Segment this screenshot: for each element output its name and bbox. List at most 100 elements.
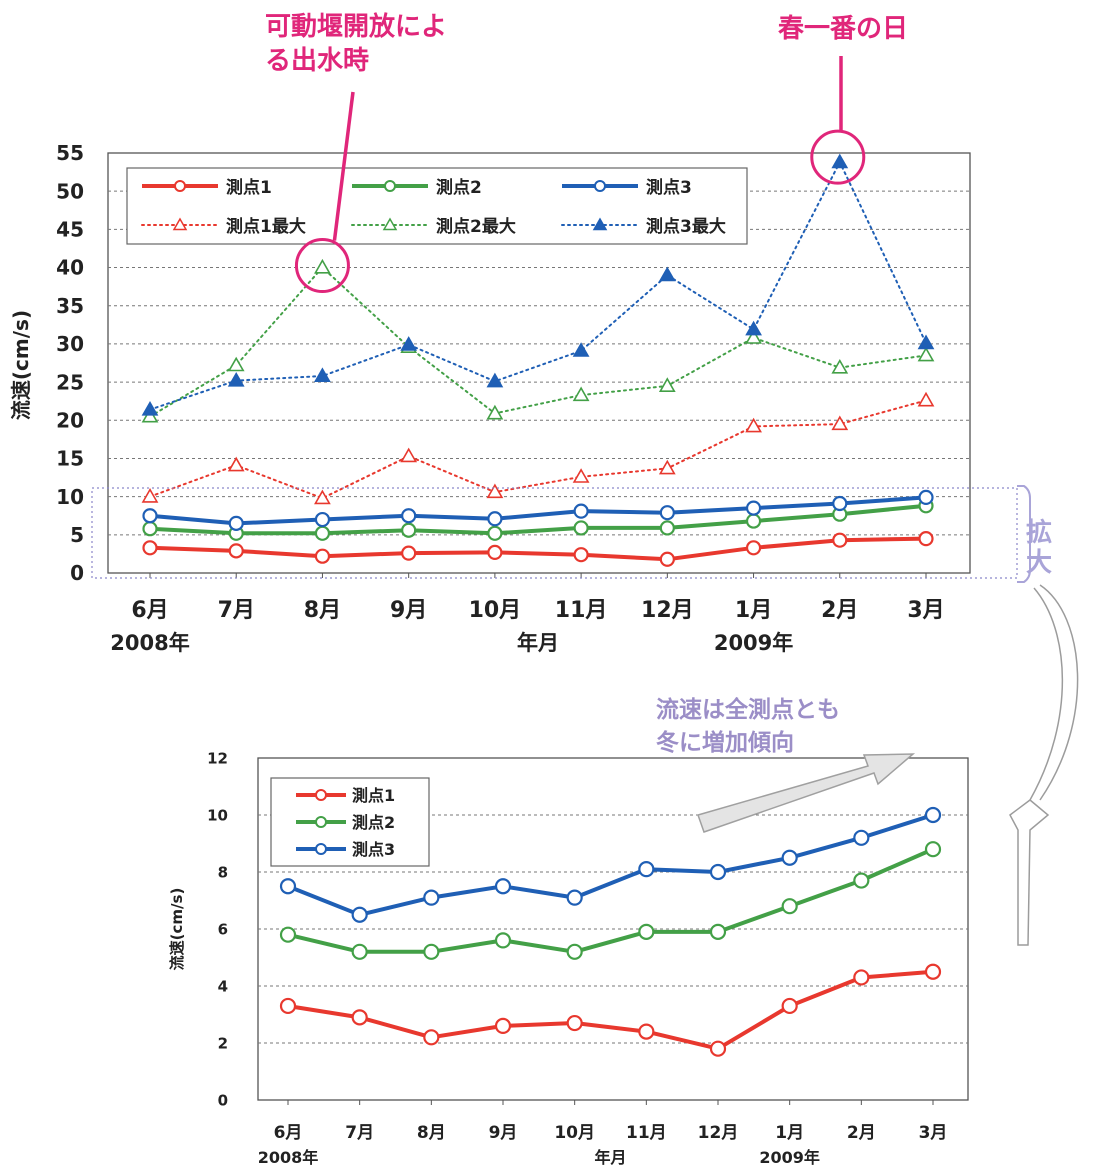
data-point-s2 [494, 932, 512, 949]
data-point-m2 [572, 386, 590, 402]
weir-release-annotation: 可動堰開放によ る出水時 [265, 10, 447, 78]
data-point-s2 [401, 522, 417, 538]
data-point-s2 [853, 872, 870, 889]
data-point-s1 [314, 548, 331, 564]
x-tick-label: 12月 [698, 1123, 739, 1143]
x-axis-label: 年月 [594, 1148, 626, 1167]
data-point-s1 [401, 545, 417, 561]
data-point-m2 [831, 358, 849, 374]
legend-label-m1: 測点1最大 [226, 216, 306, 237]
data-point-s3 [781, 849, 798, 866]
y-tick-label: 5 [70, 523, 84, 547]
x-tick-label: 9月 [489, 1123, 518, 1143]
data-point-s3 [401, 508, 417, 524]
legend-marker-m3 [592, 217, 608, 231]
legend-label-s3: 測点3 [646, 177, 692, 198]
data-point-s2 [781, 898, 798, 915]
data-point-m1 [745, 417, 762, 433]
y-tick-label: 12 [207, 749, 228, 767]
data-point-s2 [745, 513, 762, 529]
trend-line-2: 冬に増加傾向 [656, 730, 794, 756]
legend-label-s1: 測点1 [352, 786, 395, 805]
data-point-s3 [573, 503, 589, 519]
x-tick-label: 11月 [626, 1123, 667, 1143]
data-point-s3 [709, 863, 727, 881]
y-tick-label: 10 [56, 485, 84, 509]
data-point-m2 [227, 356, 245, 372]
x-tick-label: 6月 [131, 598, 168, 623]
data-point-s3 [918, 489, 934, 505]
series-line-s3 [287, 813, 934, 917]
data-point-s3 [279, 878, 297, 895]
data-point-s1 [487, 544, 503, 560]
data-point-m2 [745, 329, 762, 344]
x-tick-label: 7月 [218, 598, 255, 623]
series-s3 [279, 806, 942, 923]
x-axis-label: 年月 [517, 631, 559, 655]
data-point-s2 [638, 923, 655, 940]
y-tick-label: 0 [218, 1091, 228, 1109]
data-point-s1 [853, 969, 870, 986]
zoom-label-1: 拡 [1025, 518, 1052, 548]
year-label: 2009年 [759, 1148, 820, 1167]
trend-arrow-shape [697, 753, 916, 833]
data-point-m2 [141, 407, 159, 423]
legend-marker-s2 [315, 816, 327, 828]
data-point-s2 [314, 525, 331, 541]
x-tick-label: 1月 [775, 1123, 804, 1143]
data-point-m1 [486, 483, 504, 499]
legend-label-s1: 測点1 [226, 177, 272, 198]
data-point-s1 [745, 540, 762, 556]
x-tick-label: 11月 [555, 598, 608, 623]
y-tick-label: 30 [56, 332, 84, 356]
data-point-m3 [745, 320, 762, 336]
data-point-s1 [638, 1023, 655, 1040]
data-point-m1 [658, 459, 676, 475]
x-tick-label: 7月 [345, 1123, 374, 1143]
data-point-s1 [709, 1040, 727, 1057]
data-point-m1 [227, 456, 245, 472]
data-point-m3 [227, 371, 245, 387]
legend-label-m3: 測点3最大 [646, 216, 726, 237]
legend-marker-s1 [315, 789, 327, 801]
data-point-s3 [659, 505, 675, 521]
x-tick-label: 10月 [469, 598, 522, 623]
zoom-box [91, 487, 1018, 579]
series-m1 [141, 391, 935, 505]
y-tick-label: 50 [56, 179, 84, 203]
data-point-s3 [853, 829, 870, 846]
legend-label-s3: 測点3 [352, 840, 395, 859]
y-tick-label: 8 [218, 863, 228, 881]
legend-label-s2: 測点2 [352, 813, 395, 832]
series-s3 [142, 489, 934, 531]
data-point-s1 [351, 1009, 368, 1026]
weir-release-line-1: 可動堰開放によ [265, 12, 448, 42]
data-point-s1 [918, 531, 934, 547]
trend-annotation: 流速は全測点とも 冬に増加傾向 [656, 694, 840, 760]
x-tick-label: 8月 [304, 598, 341, 623]
zoom-label-2: 大 [1025, 548, 1052, 578]
data-point-m3 [831, 153, 849, 169]
y-tick-label: 15 [56, 447, 84, 471]
series-line-s1 [287, 969, 934, 1051]
y-tick-label: 40 [56, 256, 84, 280]
series-line-s2 [149, 503, 927, 536]
series-s2 [279, 841, 942, 960]
data-point-s2 [573, 520, 589, 536]
legend-marker-s2 [384, 180, 396, 192]
y-axis-label: 流速(cm/s) [9, 310, 33, 420]
legend-label-m2: 測点2最大 [436, 216, 516, 237]
x-tick-label: 2月 [847, 1123, 876, 1143]
series-s1 [279, 963, 942, 1057]
zoom-arrow-outer [1039, 584, 1079, 801]
legend-marker-m1 [172, 217, 188, 231]
x-tick-label: 3月 [907, 598, 944, 623]
legend-marker-m2 [382, 217, 398, 231]
data-point-s1 [566, 1014, 583, 1032]
data-point-s3 [566, 889, 583, 906]
data-point-s2 [351, 943, 368, 960]
weir-release-line-2: る出水時 [265, 46, 370, 76]
zoom-arrow-inner [1029, 587, 1064, 801]
data-point-m1 [917, 391, 935, 407]
